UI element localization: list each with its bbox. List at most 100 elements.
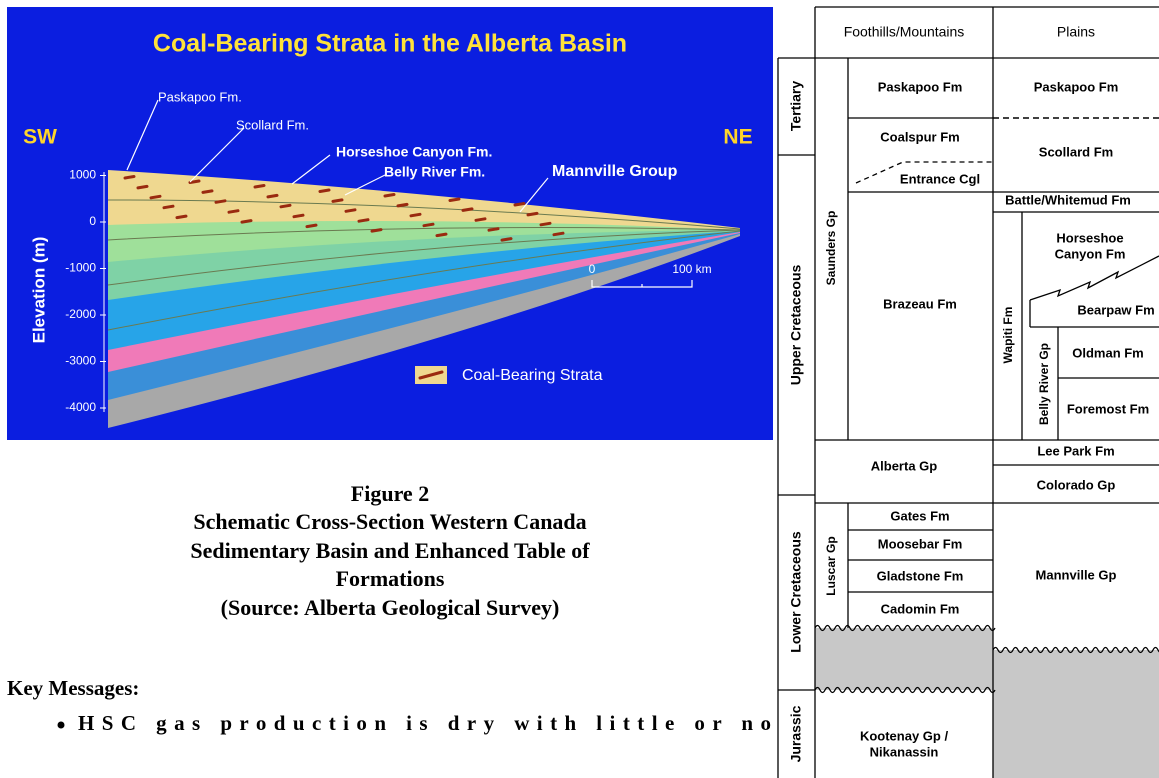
formation-cell: Nikanassin	[870, 744, 939, 759]
contact-dashed	[855, 161, 993, 184]
coal-seam	[539, 221, 552, 227]
coal-seam	[266, 193, 279, 199]
formation-label: Paskapoo Fm.	[158, 89, 242, 104]
caption-line: (Source: Alberta Geological Survey)	[221, 595, 560, 620]
coal-seam	[435, 232, 448, 238]
leader-line	[126, 99, 159, 171]
column-header: Plains	[1057, 24, 1095, 40]
coal-seam	[422, 222, 435, 228]
period-label: Lower Cretaceous	[788, 531, 804, 653]
coal-seam	[305, 223, 318, 229]
formation-cell: Paskapoo Fm	[878, 79, 963, 94]
formation-cell: Bearpaw Fm	[1077, 302, 1154, 317]
coal-seam	[214, 199, 227, 204]
legend-label: Coal-Bearing Strata	[462, 367, 603, 384]
unconformity-fill	[815, 628, 993, 690]
formation-cell: Horseshoe	[1056, 230, 1123, 245]
coal-seam	[500, 237, 513, 242]
caption-line: Sedimentary Basin and Enhanced Table of	[190, 538, 590, 563]
formation-cell: Colorado Gp	[1037, 477, 1116, 492]
formation-label: Scollard Fm.	[236, 117, 309, 132]
formation-cell: Entrance Cgl	[900, 171, 980, 186]
coal-seam	[188, 179, 201, 184]
coal-seam	[292, 213, 305, 219]
leader-line	[189, 127, 245, 183]
scale-label: 0	[589, 262, 596, 276]
formation-label: Mannville Group	[552, 163, 678, 180]
direction-label: SW	[23, 126, 57, 149]
stratum-line	[107, 230, 741, 331]
period-label: Tertiary	[788, 81, 804, 132]
coal-seam	[513, 202, 526, 207]
formation-cell: Alberta Gp	[871, 458, 938, 473]
formation-cell: Paskapoo Fm	[1034, 79, 1119, 94]
coal-seam	[357, 218, 370, 223]
formation-cell: Coalspur Fm	[880, 129, 959, 144]
axis-tick-label: 1000	[69, 168, 96, 182]
leader-line	[344, 174, 386, 196]
coal-seam	[370, 228, 383, 233]
coal-seam	[136, 184, 149, 190]
coal-seam	[331, 198, 344, 203]
stratum-line	[107, 227, 741, 241]
scale-label: 100 km	[672, 262, 711, 276]
coal-seam	[318, 188, 331, 193]
scale-bar	[591, 280, 693, 288]
axis-tick-label: -2000	[65, 307, 96, 321]
formation-cell: Gates Fm	[890, 508, 949, 523]
caption-title: Figure 2	[351, 481, 429, 506]
period-label: Jurassic	[788, 705, 804, 762]
unconformity-line	[814, 686, 996, 694]
axis-tick-label: -3000	[65, 354, 96, 368]
section-heading: Key Messages:	[7, 676, 139, 700]
formation-label: Belly River Fm.	[384, 164, 485, 180]
unconformity-line	[814, 624, 996, 632]
bullet-text: HSC gas production is dry with little or…	[78, 711, 771, 735]
figure-title: Coal-Bearing Strata in the Alberta Basin	[153, 30, 627, 58]
axis-tick-label: -4000	[65, 400, 96, 414]
legend-seam	[418, 370, 444, 380]
coal-seam	[461, 207, 474, 212]
coal-seam	[396, 202, 409, 208]
coal-seam	[175, 214, 188, 220]
coal-seam	[487, 227, 500, 232]
basement	[108, 236, 740, 440]
coal-seam	[526, 211, 539, 217]
coal-seam	[227, 209, 240, 214]
coal-seam	[149, 194, 162, 200]
coal-seam	[253, 184, 266, 189]
caption-line: Schematic Cross-Section Western Canada	[193, 509, 586, 534]
axis-tick-label: 0	[89, 214, 96, 228]
intertonguing	[1029, 255, 1159, 301]
group-label: Luscar Gp	[824, 536, 838, 595]
formation-cell: Gladstone Fm	[877, 568, 964, 583]
formation-cell: Mannville Gp	[1036, 567, 1117, 582]
formation-cell: Foremost Fm	[1067, 401, 1149, 416]
leader-line	[519, 177, 549, 213]
formation-cell: Battle/Whitemud Fm	[1005, 192, 1131, 207]
stratum-line	[107, 199, 741, 230]
period-label: Upper Cretaceous	[788, 264, 804, 385]
bullet	[57, 721, 65, 729]
formation-cell: Moosebar Fm	[878, 536, 963, 551]
figure-lower-margin	[7, 430, 773, 440]
group-label: Wapiti Fm	[1001, 307, 1015, 364]
coal-seam	[448, 197, 461, 202]
coal-seam	[201, 189, 214, 194]
coal-seam	[123, 175, 136, 180]
caption-line: Formations	[336, 566, 445, 591]
unconformity-line	[992, 646, 1159, 654]
formation-cell: Lee Park Fm	[1037, 443, 1114, 458]
coal-seam	[162, 204, 175, 210]
formation-cell: Scollard Fm	[1039, 144, 1113, 159]
formation-cell: Kootenay Gp /	[860, 728, 949, 743]
axis-title: Elevation (m)	[29, 237, 48, 344]
formation-cell: Brazeau Fm	[883, 296, 957, 311]
coal-seam	[552, 231, 565, 237]
formation-label: Horseshoe Canyon Fm.	[336, 144, 492, 160]
formation-cell: Oldman Fm	[1072, 345, 1144, 360]
coal-seam	[279, 203, 292, 209]
coal-seam	[383, 193, 396, 198]
